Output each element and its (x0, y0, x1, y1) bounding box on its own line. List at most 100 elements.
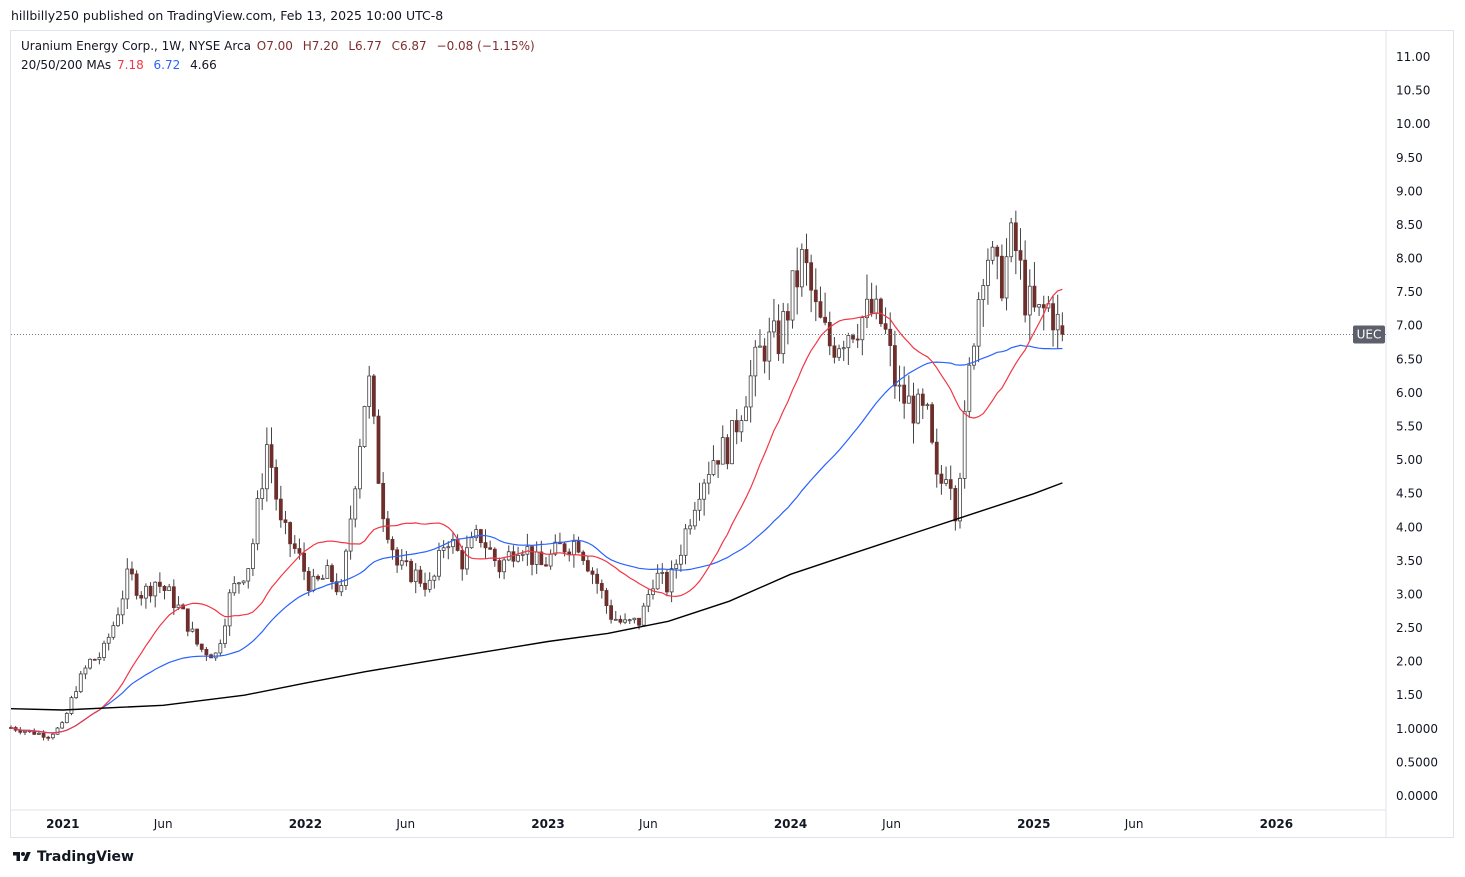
candle-body (995, 246, 1000, 257)
candle-body (827, 322, 832, 347)
candle-body (213, 652, 218, 659)
candle-body (706, 474, 711, 484)
x-axis[interactable]: 2021 Jun 2022 Jun 2023 Jun 2024 Jun 2025 Jun 2026 (46, 817, 1293, 831)
candle-body (734, 420, 739, 433)
candle-body (69, 697, 74, 714)
y-tick-label: 6.50 (1396, 352, 1423, 366)
x-tick-label: Jun (1124, 817, 1144, 831)
price-tag-label: UEC (1357, 327, 1382, 341)
candle-body (144, 585, 148, 599)
candle-body (311, 575, 316, 591)
candle-body (841, 347, 846, 350)
candle-body (404, 560, 409, 563)
candle-body (725, 437, 730, 465)
candle-body (972, 345, 976, 366)
candle-body (739, 420, 744, 433)
candle-body (385, 518, 390, 540)
candle-body (855, 338, 860, 341)
candle-body (637, 617, 641, 626)
candle-body (906, 395, 911, 404)
candle-body (767, 331, 772, 362)
y-tick-label: 3.00 (1396, 587, 1423, 601)
candle-body (283, 519, 288, 523)
x-tick-label: 2023 (531, 817, 564, 831)
candle-body (139, 595, 144, 599)
x-tick-label: 2021 (46, 817, 79, 831)
candle-body (795, 270, 800, 288)
candle-body (251, 543, 255, 569)
candle-body (1004, 256, 1009, 299)
candle-body (190, 628, 195, 632)
candle-body (511, 551, 516, 562)
candle-body (157, 581, 162, 587)
candle-body (534, 551, 539, 565)
candle-body (153, 581, 158, 597)
candle-body (627, 619, 632, 622)
candle-body (539, 551, 544, 566)
candle-body (776, 320, 781, 355)
candle-body (460, 550, 465, 570)
y-tick-label: 7.00 (1396, 319, 1423, 333)
candle-body (576, 541, 581, 553)
candle-body (623, 619, 627, 623)
candle-body (1051, 303, 1055, 331)
candle-body (474, 529, 479, 539)
x-tick-label: Jun (881, 817, 901, 831)
candle-body (562, 543, 567, 553)
candle-body (553, 541, 558, 555)
candle-body (195, 628, 199, 645)
candle-body (437, 550, 441, 577)
candle-body (846, 335, 851, 349)
candle-body (688, 525, 693, 530)
candle-body (339, 585, 344, 593)
y-tick-label: 8.00 (1396, 252, 1423, 266)
candle-body (148, 585, 153, 597)
y-tick-label: 10.50 (1396, 84, 1430, 98)
y-tick-label: 2.00 (1396, 655, 1423, 669)
candle-body (585, 560, 590, 572)
candle-body (227, 592, 232, 627)
candle-body (125, 568, 130, 600)
candle-body (646, 594, 651, 607)
legend-ma-label[interactable]: 20/50/200 MAs (21, 58, 112, 72)
candle-body (316, 575, 320, 580)
legend-ohlc: Uranium Energy Corp., 1W, NYSE Arca O7.0… (21, 39, 541, 53)
candle-body (88, 658, 92, 669)
legend-moving-averages: 20/50/200 MAs 7.18 6.72 4.66 (21, 58, 223, 72)
y-tick-label: 3.50 (1396, 554, 1423, 568)
candle-body (325, 565, 330, 579)
candle-body (1023, 259, 1028, 316)
candlestick-series (9, 210, 1065, 741)
candle-body (358, 446, 362, 490)
candle-body (962, 410, 967, 479)
candle-body (64, 713, 69, 724)
y-tick-label: 0.5000 (1396, 755, 1438, 769)
footer-brand[interactable]: TradingView (11, 849, 134, 865)
candle-body (869, 298, 874, 314)
candle-body (130, 568, 134, 575)
candle-body (23, 730, 27, 733)
y-tick-label: 4.50 (1396, 487, 1423, 501)
candle-body (702, 482, 707, 500)
candle-body (990, 246, 995, 261)
candle-body (516, 554, 520, 562)
y-tick-label: 9.00 (1396, 184, 1423, 198)
candle-body (720, 437, 725, 465)
y-tick-label: 8.50 (1396, 218, 1423, 232)
candle-body (497, 560, 502, 573)
candle-body (604, 590, 609, 607)
y-tick-label: 1.50 (1396, 688, 1423, 702)
candle-body (879, 298, 883, 325)
y-axis[interactable]: 11.00 10.50 10.00 9.50 9.00 8.50 8.00 7.50 7.00 6… (1396, 50, 1438, 803)
candle-body (920, 393, 925, 406)
candle-body (590, 570, 595, 575)
candle-body (353, 488, 358, 520)
legend-symbol[interactable]: Uranium Energy Corp., 1W, NYSE Arca (21, 39, 251, 53)
candle-body (986, 259, 990, 286)
y-tick-label: 6.00 (1396, 386, 1423, 400)
price-tag-background (1353, 325, 1385, 344)
candle-body (925, 404, 930, 407)
candle-body (488, 547, 493, 550)
candle-body (758, 345, 762, 348)
